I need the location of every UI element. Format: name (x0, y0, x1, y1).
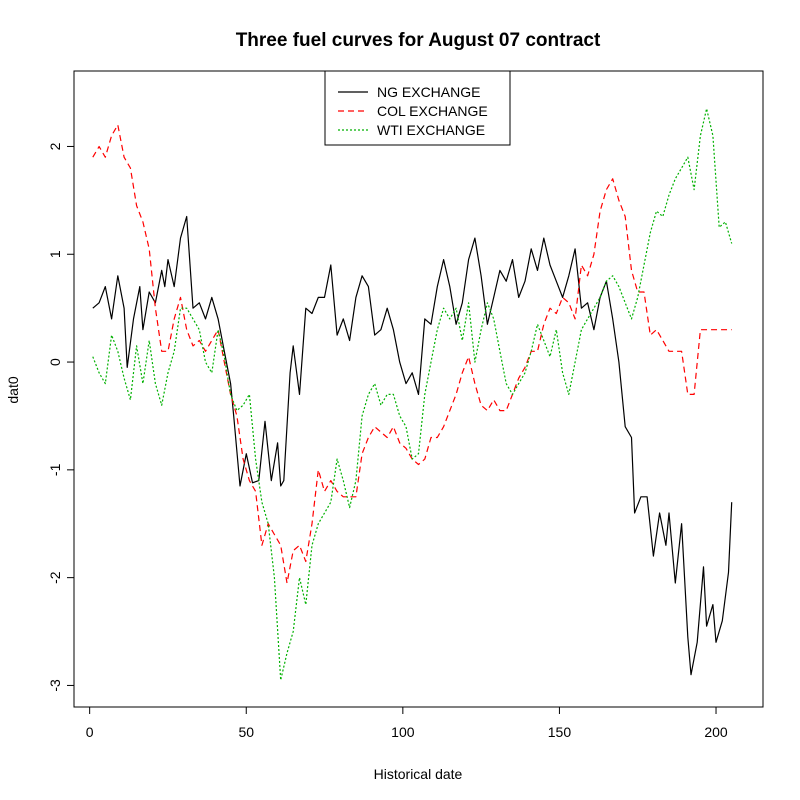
legend: NG EXCHANGE COL EXCHANGE WTI EXCHANGE (324, 70, 511, 146)
y-tick-label: 1 (47, 250, 63, 258)
series-line-2 (92, 124, 732, 584)
y-tick-label: 0 (47, 358, 63, 366)
legend-label-3: WTI EXCHANGE (377, 122, 485, 138)
y-tick-label: -1 (47, 463, 63, 476)
x-tick-label: 0 (86, 724, 94, 740)
y-tick-label: -3 (47, 679, 63, 692)
chart-title: Three fuel curves for August 07 contract (236, 30, 601, 51)
series-layer (92, 108, 733, 681)
y-tick-label: -2 (47, 571, 63, 584)
legend-box (324, 70, 511, 146)
x-tick-label: 100 (391, 724, 415, 740)
y-tick-label: 2 (47, 142, 63, 150)
y-axis-label: dat0 (5, 376, 21, 403)
x-tick-label: 200 (704, 724, 728, 740)
x-tick-label: 50 (238, 724, 254, 740)
legend-label-2: COL EXCHANGE (377, 103, 488, 119)
x-axis-label: Historical date (374, 766, 463, 782)
series-line-1 (92, 215, 733, 676)
x-axis: 0 50 100 150 200 (86, 707, 728, 740)
series-line-3 (92, 108, 733, 681)
y-axis: -3 -2 -1 0 1 2 (47, 142, 74, 692)
x-tick-label: 150 (548, 724, 572, 740)
legend-label-1: NG EXCHANGE (377, 84, 480, 100)
